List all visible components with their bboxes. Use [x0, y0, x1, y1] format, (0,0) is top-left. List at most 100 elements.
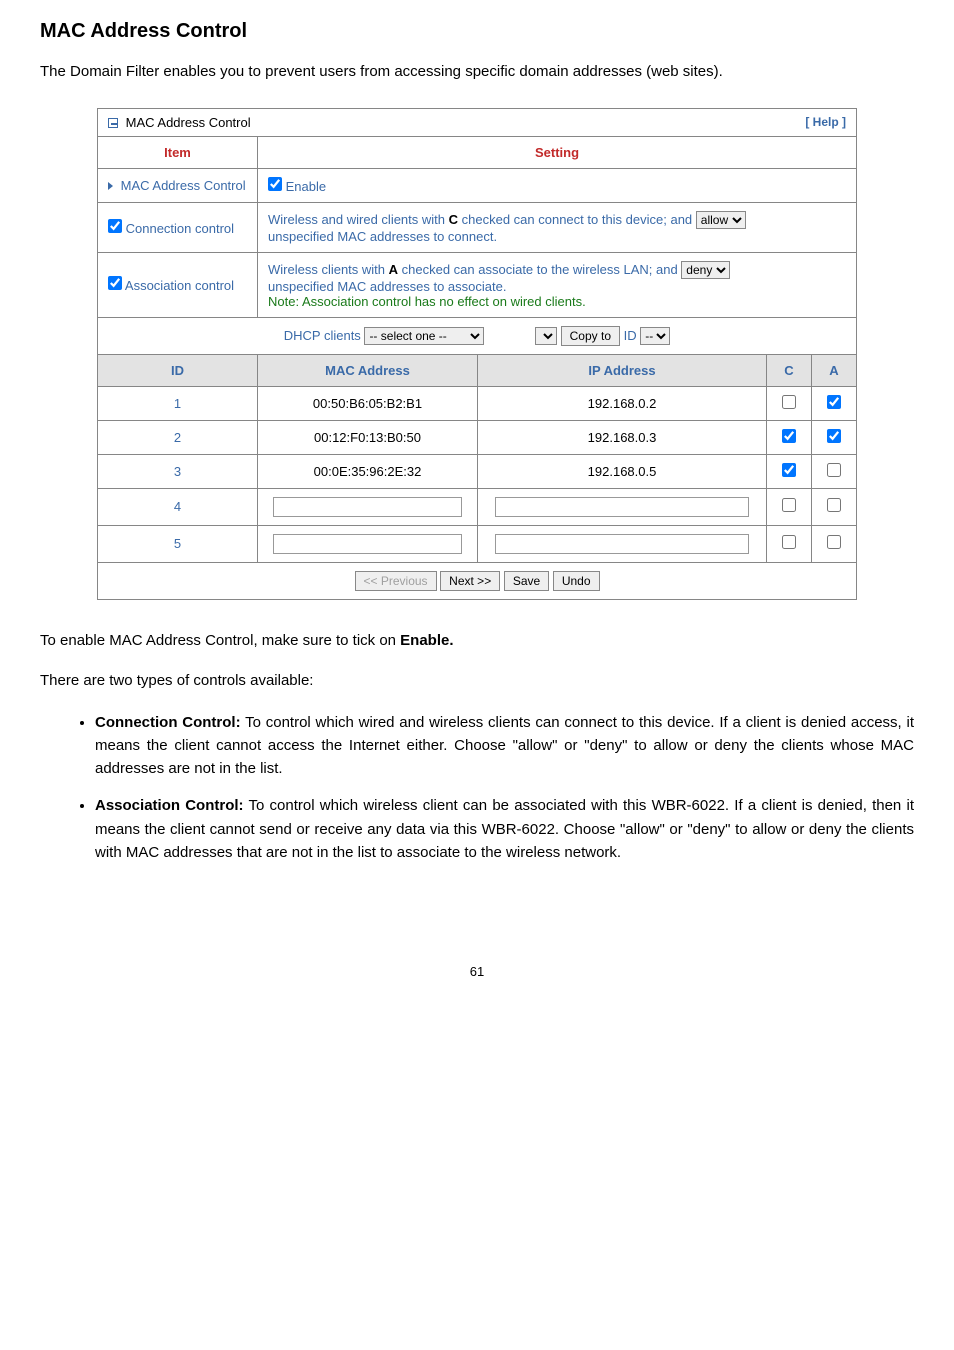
connection-control-label-cell: Connection control: [98, 202, 258, 252]
row-ip-input[interactable]: [495, 534, 750, 554]
row-mac-cell: [258, 488, 478, 525]
row-c-checkbox[interactable]: [782, 463, 796, 477]
assoc-text-a: A: [389, 262, 398, 277]
connection-control-label: Connection control: [126, 221, 234, 236]
conn-text-pre: Wireless and wired clients with: [268, 212, 449, 227]
bullet1-title: Connection Control:: [95, 714, 241, 731]
mac-address-control-table: MAC Address Control [ Help ] Item Settin…: [97, 108, 857, 600]
mac-control-label-cell: MAC Address Control: [98, 168, 258, 202]
enable-instruction: To enable MAC Address Control, make sure…: [40, 630, 914, 653]
setting-header: Setting: [258, 136, 857, 168]
table-row: 3 00:0E:35:96:2E:32 192.168.0.5: [98, 454, 857, 488]
table-row: 2 00:12:F0:13:B0:50 192.168.0.3: [98, 420, 857, 454]
row-ip: 192.168.0.5: [478, 454, 767, 488]
enable-cell: Enable: [258, 168, 857, 202]
col-mac-header: MAC Address: [258, 354, 478, 386]
table-row: 5: [98, 525, 857, 562]
page-number: 61: [40, 964, 914, 979]
enable-label: Enable: [286, 179, 326, 194]
bullet-association-control: Association Control: To control which wi…: [95, 794, 914, 864]
row-c-checkbox[interactable]: [782, 498, 796, 512]
item-setting-header-row: Item Setting: [98, 136, 857, 168]
row-mac: 00:50:B6:05:B2:B1: [258, 386, 478, 420]
col-c-header: C: [767, 354, 812, 386]
row-id: 1: [98, 386, 258, 420]
assoc-text-pre: Wireless clients with: [268, 262, 389, 277]
dhcp-clients-select[interactable]: -- select one --: [364, 327, 484, 345]
help-link[interactable]: [ Help ]: [805, 115, 846, 129]
save-button[interactable]: Save: [504, 571, 549, 591]
row-ip-input[interactable]: [495, 497, 750, 517]
row-a-checkbox[interactable]: [827, 395, 841, 409]
previous-button: << Previous: [355, 571, 437, 591]
undo-button[interactable]: Undo: [553, 571, 600, 591]
row-a-checkbox[interactable]: [827, 463, 841, 477]
dhcp-label: DHCP clients: [284, 328, 361, 343]
row-c-checkbox[interactable]: [782, 535, 796, 549]
next-button[interactable]: Next >>: [440, 571, 500, 591]
association-control-row: Association control Wireless clients wit…: [98, 252, 857, 317]
controls-intro: There are two types of controls availabl…: [40, 670, 914, 693]
item-header: Item: [98, 136, 258, 168]
row-mac: 00:12:F0:13:B0:50: [258, 420, 478, 454]
row-c-checkbox[interactable]: [782, 429, 796, 443]
row-mac-input[interactable]: [273, 497, 462, 517]
row-mac-cell: [258, 525, 478, 562]
bullet2-title: Association Control:: [95, 797, 244, 814]
association-control-checkbox[interactable]: [108, 276, 122, 290]
conn-text-c: C: [449, 212, 458, 227]
col-a-header: A: [812, 354, 857, 386]
row-a-checkbox[interactable]: [827, 429, 841, 443]
panel-title-text: MAC Address Control: [126, 115, 251, 130]
mac-control-label: MAC Address Control: [121, 178, 246, 193]
row-c-checkbox[interactable]: [782, 395, 796, 409]
connection-control-desc-cell: Wireless and wired clients with C checke…: [258, 202, 857, 252]
row-ip: 192.168.0.2: [478, 386, 767, 420]
col-id-header: ID: [98, 354, 258, 386]
table-row: 1 00:50:B6:05:B2:B1 192.168.0.2: [98, 386, 857, 420]
copy-to-button[interactable]: Copy to: [561, 326, 620, 346]
row-a-checkbox[interactable]: [827, 535, 841, 549]
controls-bullet-list: Connection Control: To control which wir…: [40, 711, 914, 865]
button-row: << Previous Next >> Save Undo: [98, 562, 857, 599]
association-control-label: Association control: [125, 278, 234, 293]
row-mac-input[interactable]: [273, 534, 462, 554]
dhcp-clients-row: DHCP clients -- select one -- Copy to ID…: [98, 317, 857, 354]
bullet-connection-control: Connection Control: To control which wir…: [95, 711, 914, 781]
row-mac: 00:0E:35:96:2E:32: [258, 454, 478, 488]
enable-bold: Enable.: [400, 632, 453, 649]
intro-paragraph: The Domain Filter enables you to prevent…: [40, 61, 914, 84]
table-row: 4: [98, 488, 857, 525]
row-id: 2: [98, 420, 258, 454]
conn-text-post: unspecified MAC addresses to connect.: [268, 229, 497, 244]
id-select[interactable]: --: [640, 327, 670, 345]
section-heading: MAC Address Control: [40, 20, 914, 43]
association-allow-deny-select[interactable]: deny: [681, 261, 730, 279]
panel-collapse-icon: [108, 118, 118, 128]
settings-panel-wrapper: MAC Address Control [ Help ] Item Settin…: [40, 108, 914, 600]
dhcp-blank-select[interactable]: [535, 327, 557, 345]
row-a-checkbox[interactable]: [827, 498, 841, 512]
id-text-label: ID: [624, 328, 637, 343]
row-ip-cell: [478, 525, 767, 562]
assoc-text-mid: checked can associate to the wireless LA…: [398, 262, 681, 277]
row-ip-cell: [478, 488, 767, 525]
enable-row: MAC Address Control Enable: [98, 168, 857, 202]
data-header-row: ID MAC Address IP Address C A: [98, 354, 857, 386]
row-id: 5: [98, 525, 258, 562]
panel-title: MAC Address Control: [108, 115, 251, 130]
association-control-label-cell: Association control: [98, 252, 258, 317]
association-control-desc-cell: Wireless clients with A checked can asso…: [258, 252, 857, 317]
row-ip: 192.168.0.3: [478, 420, 767, 454]
col-ip-header: IP Address: [478, 354, 767, 386]
assoc-note: Note: Association control has no effect …: [268, 294, 586, 309]
row-id: 3: [98, 454, 258, 488]
conn-text-mid: checked can connect to this device; and: [458, 212, 696, 227]
connection-control-row: Connection control Wireless and wired cl…: [98, 202, 857, 252]
connection-allow-deny-select[interactable]: allow: [696, 211, 746, 229]
connection-control-checkbox[interactable]: [108, 219, 122, 233]
enable-checkbox[interactable]: [268, 177, 282, 191]
row-id: 4: [98, 488, 258, 525]
triangle-icon: [108, 182, 113, 190]
panel-header-row: MAC Address Control [ Help ]: [98, 108, 857, 136]
